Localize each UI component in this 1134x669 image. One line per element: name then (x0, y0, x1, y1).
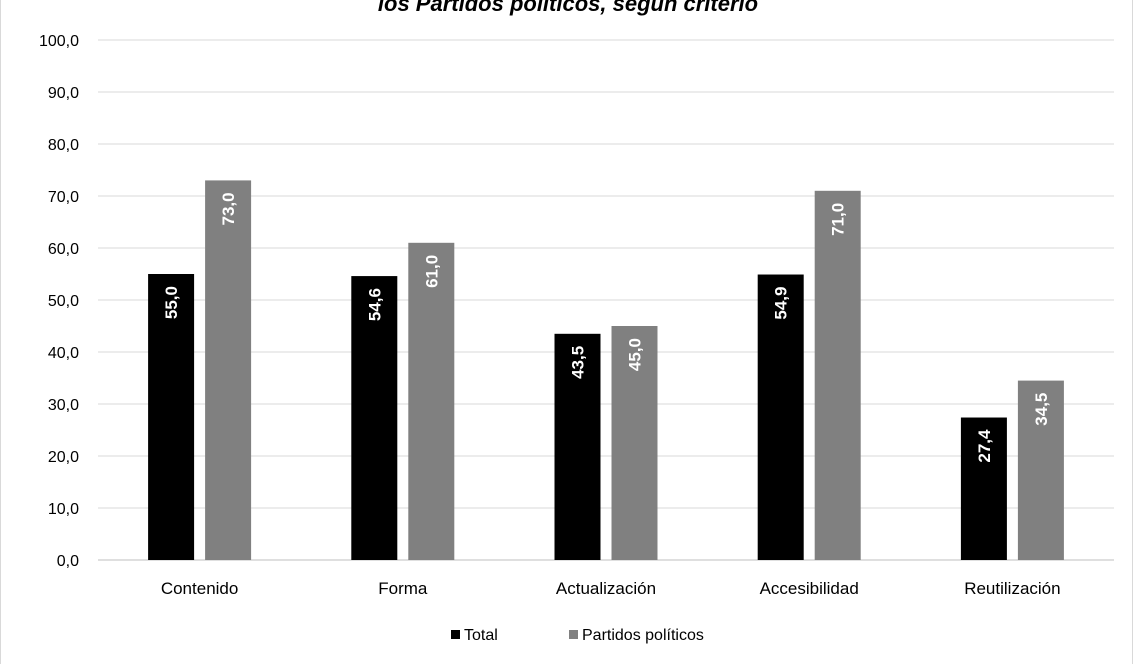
bar-total-3 (757, 274, 804, 560)
y-tick-label: 80,0 (48, 137, 79, 154)
y-tick-label: 20,0 (48, 449, 79, 466)
y-tick-label: 70,0 (48, 189, 79, 206)
bar-total-1 (351, 276, 398, 560)
y-tick-label: 60,0 (48, 241, 79, 258)
data-label: 54,9 (772, 287, 791, 320)
category-label: Accesibilidad (760, 579, 859, 598)
data-label: 71,0 (829, 203, 848, 236)
bar-total-4 (960, 417, 1007, 560)
y-tick-label: 90,0 (48, 85, 79, 102)
bar-partidos-1 (408, 242, 455, 561)
data-label: 45,0 (626, 338, 645, 371)
legend: Total Partidos políticos (451, 627, 704, 644)
category-label: Forma (378, 579, 428, 598)
data-label: 43,5 (569, 346, 588, 379)
data-labels: 55,0 73,0 54,6 61,0 43,5 45,0 54,9 71,0 27,4 34,5 (162, 192, 1051, 462)
chart-title: los Partidos políticos, según criterio (377, 0, 759, 16)
y-tick-label: 30,0 (48, 397, 79, 414)
bar-partidos-4 (1017, 380, 1064, 560)
y-tick-label: 50,0 (48, 293, 79, 310)
data-label: 61,0 (422, 255, 441, 288)
bar-partidos-2 (611, 326, 658, 560)
legend-label: Total (464, 627, 498, 644)
legend-swatch (569, 630, 578, 639)
category-label: Actualización (556, 579, 656, 598)
bar-partidos-0 (205, 180, 252, 560)
y-tick-label: 40,0 (48, 345, 79, 362)
category-label: Contenido (161, 579, 239, 598)
bar-partidos-3 (814, 190, 861, 561)
y-axis-ticks: 0,0 10,0 20,0 30,0 40,0 50,0 60,0 70,0 80,0 90,0 1… (39, 33, 79, 570)
data-label: 55,0 (162, 286, 181, 319)
y-tick-label: 0,0 (57, 553, 79, 570)
bar-total-0 (148, 274, 195, 560)
data-label: 27,4 (975, 429, 994, 463)
data-label: 34,5 (1032, 393, 1051, 426)
bar-total-2 (554, 333, 601, 560)
legend-label: Partidos políticos (582, 627, 704, 644)
category-label: Reutilización (964, 579, 1060, 598)
gridlines (98, 39, 1114, 561)
x-axis-categories: Contenido Forma Actualización Accesibilidad… (161, 579, 1061, 598)
y-tick-label: 10,0 (48, 501, 79, 518)
data-label: 54,6 (365, 288, 384, 321)
y-tick-label: 100,0 (39, 33, 79, 50)
legend-swatch (451, 630, 460, 639)
bars (148, 180, 1064, 561)
data-label: 73,0 (219, 192, 238, 225)
